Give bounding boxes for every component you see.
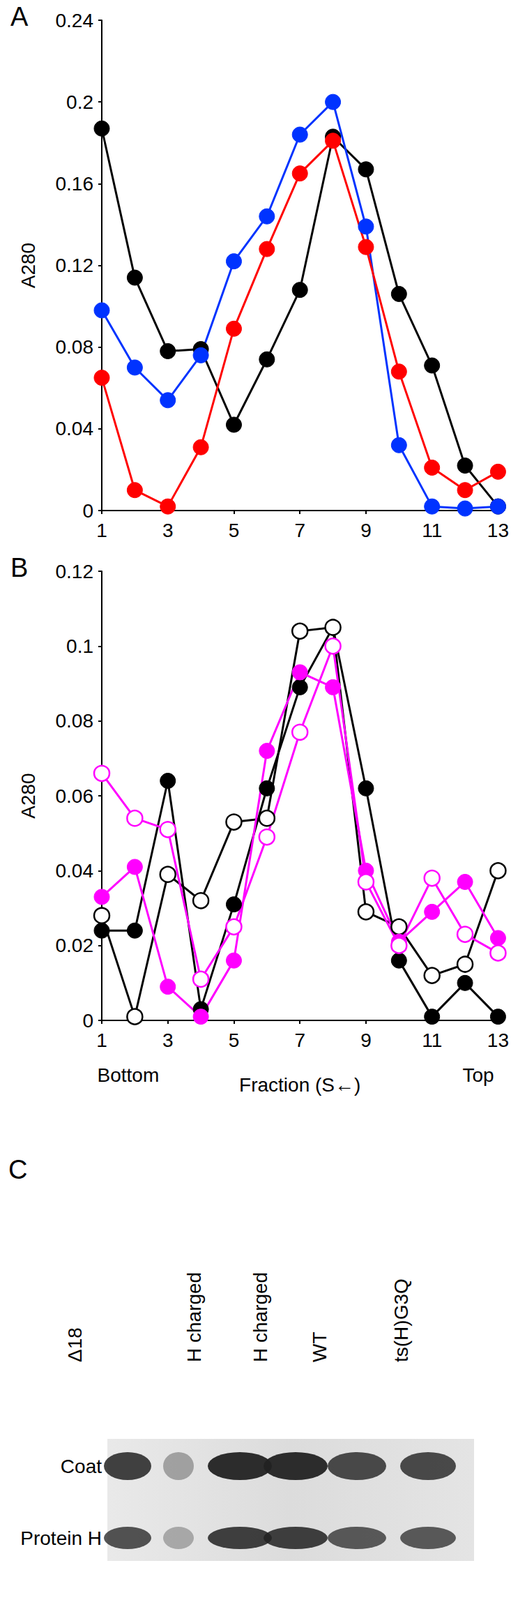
svg-text:0.04: 0.04 [55, 859, 95, 882]
svg-text:WT: WT [308, 1330, 331, 1362]
svg-text:H charged: H charged [249, 1271, 272, 1362]
svg-text:A280: A280 [17, 772, 40, 818]
svg-text:3: 3 [162, 519, 174, 541]
svg-text:Δ18: Δ18 [64, 1326, 86, 1362]
svg-text:0.16: 0.16 [55, 172, 95, 195]
svg-text:9: 9 [360, 1028, 372, 1051]
svg-text:11: 11 [421, 1028, 442, 1051]
svg-text:H charged: H charged [183, 1271, 205, 1362]
svg-text:B: B [10, 552, 28, 583]
svg-text:A: A [10, 2, 29, 32]
svg-text:1: 1 [96, 519, 108, 541]
svg-text:5: 5 [228, 1028, 240, 1051]
svg-text:0.24: 0.24 [55, 9, 95, 32]
svg-text:5: 5 [228, 519, 240, 541]
svg-text:11: 11 [421, 519, 442, 541]
svg-text:0.12: 0.12 [55, 254, 95, 277]
svg-text:7: 7 [294, 519, 306, 541]
svg-text:3: 3 [162, 1028, 174, 1051]
svg-text:0.1: 0.1 [66, 635, 94, 657]
svg-text:0.2: 0.2 [66, 91, 94, 113]
svg-text:0: 0 [82, 499, 94, 522]
svg-text:1: 1 [96, 1028, 108, 1051]
svg-text:A280: A280 [17, 242, 40, 288]
svg-text:0.06: 0.06 [55, 784, 95, 807]
svg-text:ts(H)G3Q: ts(H)G3Q [390, 1277, 413, 1362]
svg-text:0.08: 0.08 [55, 709, 95, 732]
svg-text:0.12: 0.12 [55, 560, 95, 583]
svg-text:Coat: Coat [60, 1454, 102, 1477]
svg-text:13: 13 [487, 1028, 509, 1051]
svg-text:13: 13 [487, 519, 509, 541]
svg-text:0.04: 0.04 [55, 417, 95, 440]
svg-text:Protein H: Protein H [20, 1526, 102, 1549]
svg-text:Top: Top [462, 1063, 494, 1086]
svg-text:Fraction (S←): Fraction (S←) [239, 1073, 361, 1096]
svg-text:0.08: 0.08 [55, 336, 95, 358]
svg-text:Bottom: Bottom [97, 1063, 160, 1086]
svg-text:0: 0 [82, 1009, 94, 1032]
svg-text:C: C [8, 1154, 28, 1184]
svg-text:9: 9 [360, 519, 372, 541]
svg-text:7: 7 [294, 1028, 306, 1051]
svg-text:0.02: 0.02 [55, 934, 95, 956]
